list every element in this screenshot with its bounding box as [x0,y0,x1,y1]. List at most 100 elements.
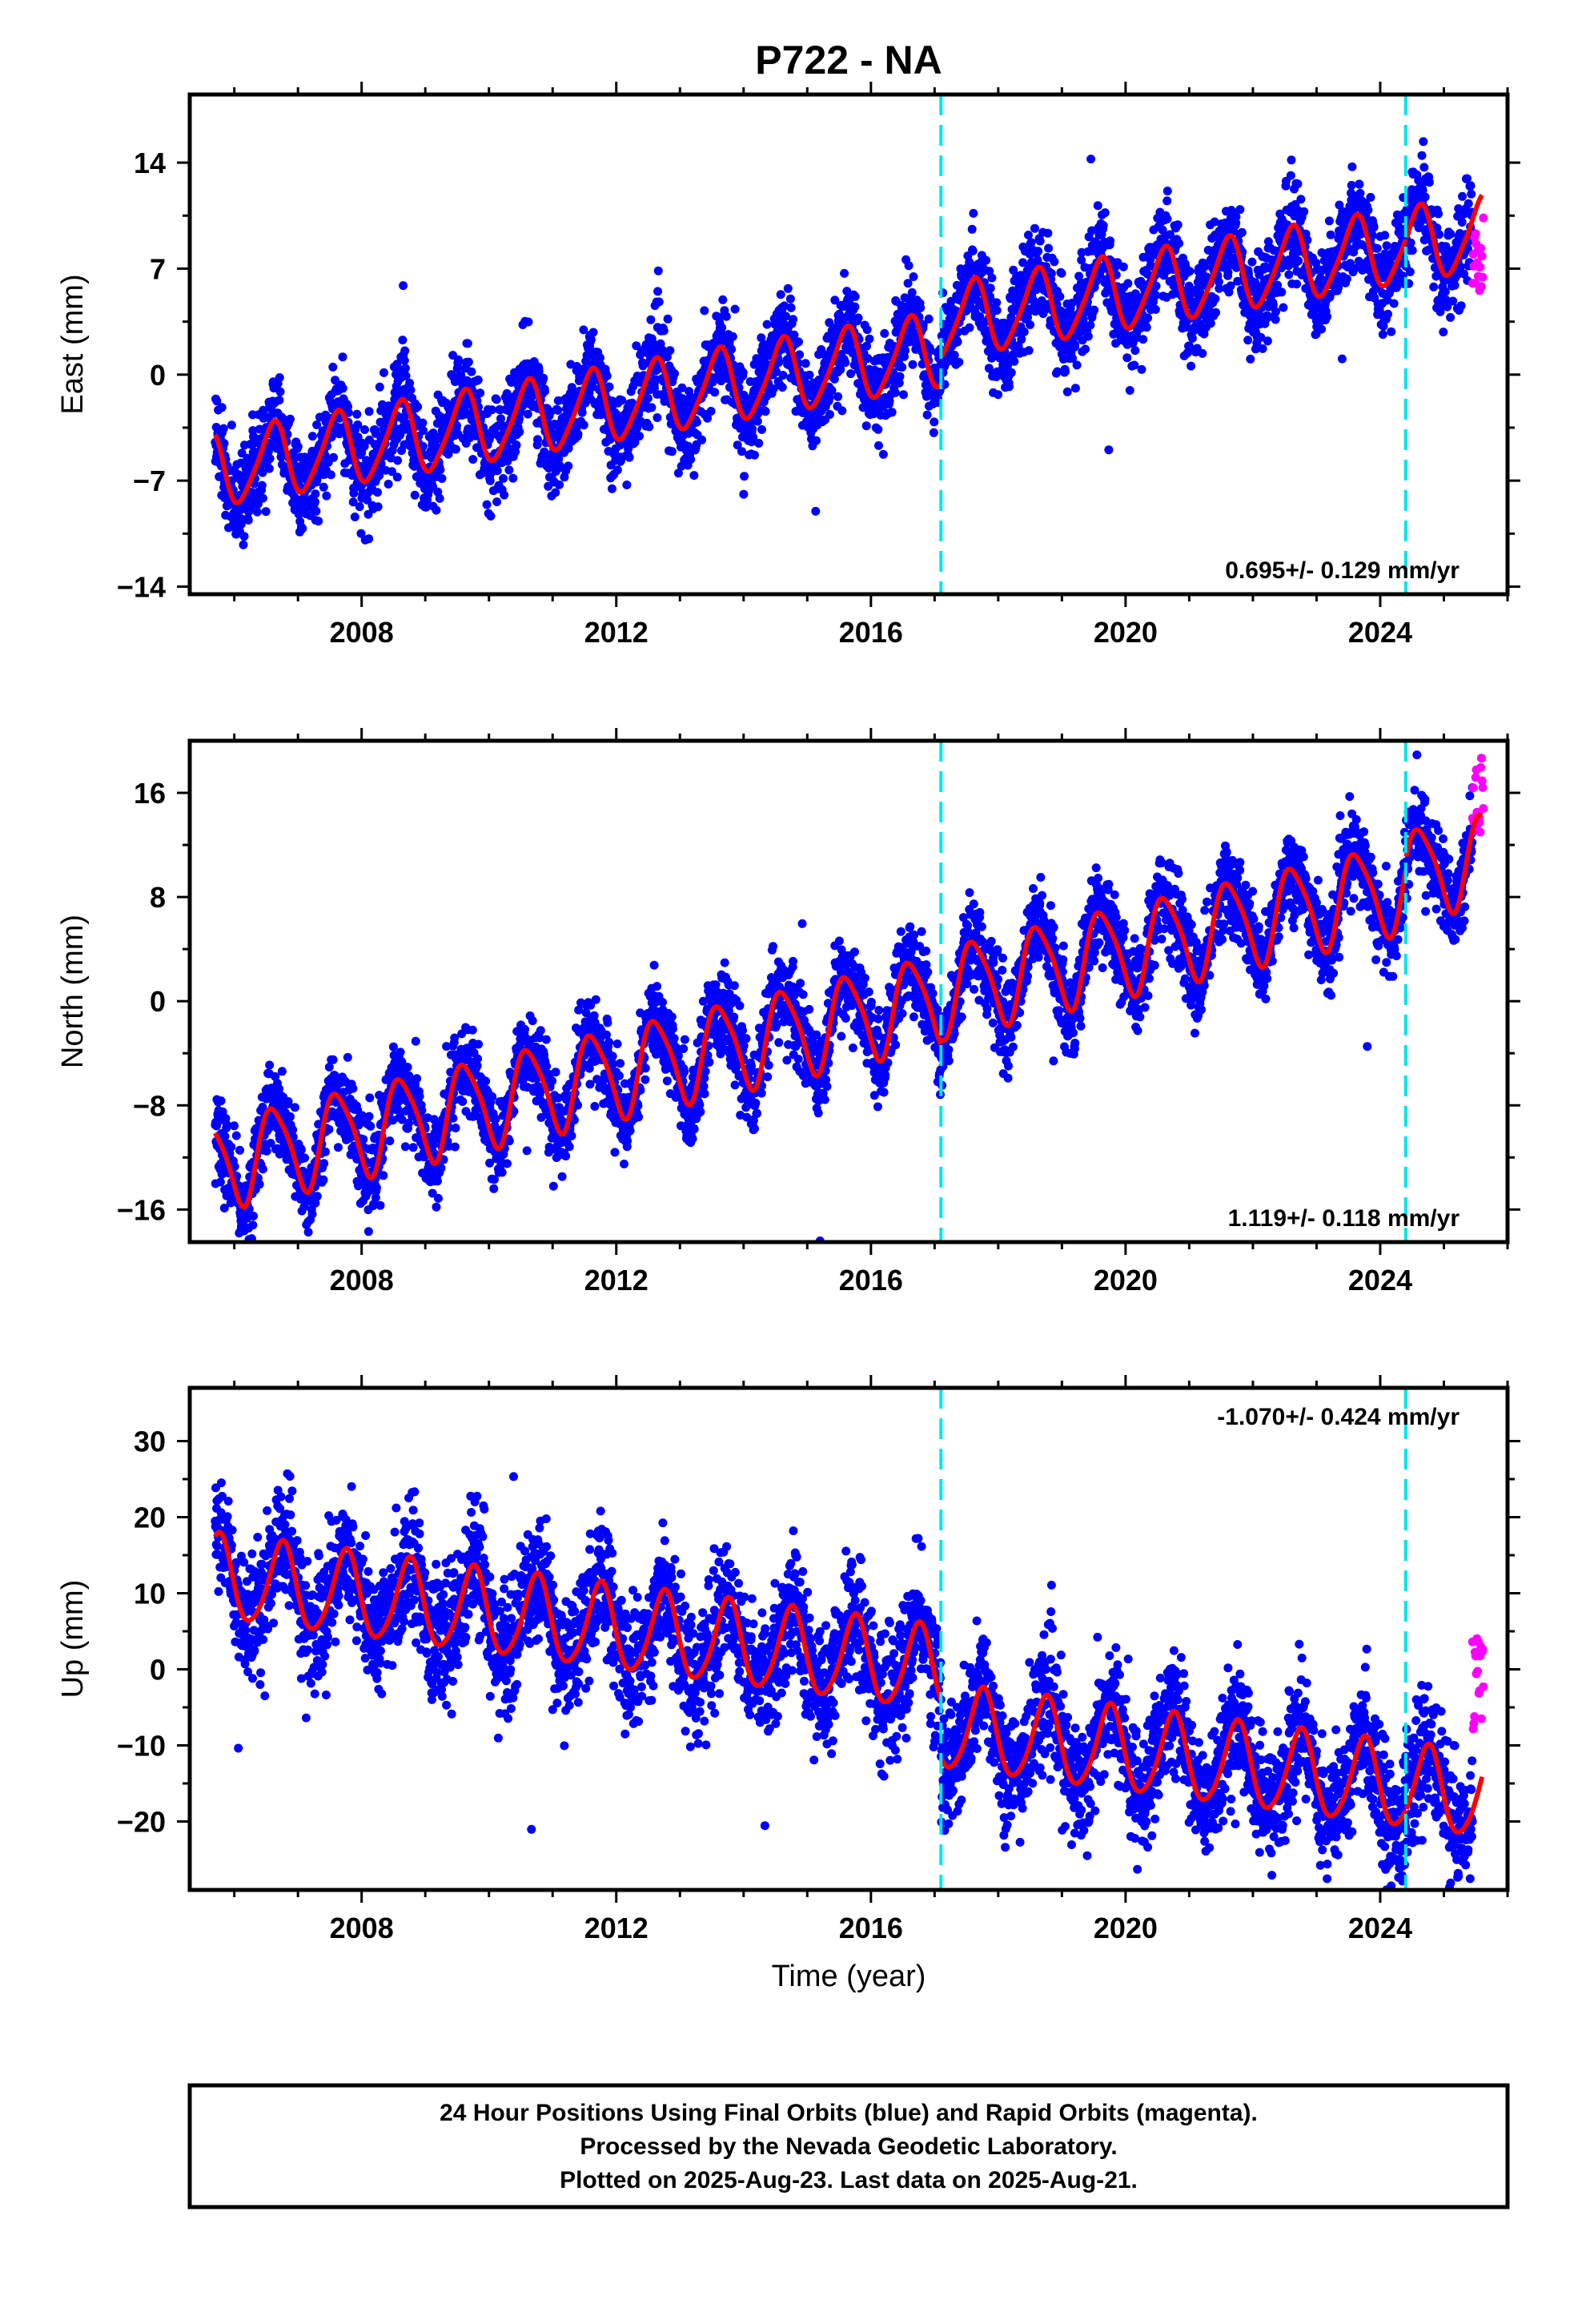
east-final-point [994,390,1003,400]
east-final-point [777,383,787,392]
east-final-point [540,447,549,456]
east-final-point [1355,188,1365,198]
east-final-point [1378,330,1387,340]
east-final-point [473,375,483,384]
chart-title: P722 - NA [755,38,942,82]
east-final-point [1046,269,1056,278]
east-final-point [555,480,564,489]
east-final-point [432,505,441,515]
east-final-point [502,388,512,398]
east-final-point [1237,227,1247,237]
east-final-point [375,471,384,480]
east-final-point [1420,192,1430,202]
east-final-point [1005,382,1014,392]
east-final-point [352,409,362,419]
east-final-point [219,424,228,433]
east-final-point [1395,223,1404,232]
east-final-point [987,273,997,283]
east-final-point [492,395,501,404]
east-final-point [452,421,461,430]
east-final-point [338,384,347,393]
east-final-point [379,368,388,377]
east-final-point [359,441,369,451]
east-final-point [437,474,447,483]
east-final-point [1093,201,1102,211]
east-final-point [1284,270,1294,279]
east-final-point [612,465,622,475]
east-final-point [1464,199,1473,208]
east-final-point [524,317,533,327]
east-final-point [410,490,420,500]
east-final-point [811,506,821,516]
east-final-point [1122,353,1132,363]
east-y-tick-label: 14 [134,147,166,179]
east-final-point [451,444,460,454]
east-final-point [399,281,408,291]
east-final-point [1467,189,1476,199]
east-final-point [1083,332,1093,341]
east-final-point [311,506,321,516]
east-final-point [1055,292,1065,301]
east-final-point [1258,344,1267,353]
east-final-point [486,512,496,521]
east-final-point [643,393,652,403]
east-final-point [212,396,222,406]
east-final-point [1098,221,1108,230]
east-final-point [789,315,797,324]
east-final-point [1363,205,1373,215]
east-final-point [326,470,335,480]
east-final-point [754,439,764,448]
east-final-point [329,452,338,462]
east-final-point [663,314,673,324]
east-final-point [667,447,677,456]
east-final-point [405,378,415,388]
east-final-point [1142,323,1151,332]
east-final-point [551,488,560,497]
east-final-point [289,455,299,464]
east-final-point [954,357,964,367]
east-final-point [373,502,383,512]
east-final-point [1342,274,1351,283]
east-final-point [718,295,728,304]
east-final-point [783,283,793,293]
north-final-point [215,1177,225,1187]
east-final-point [904,261,913,271]
east-final-point [419,426,428,436]
east-final-point [899,390,908,400]
east-x-tick-label: 2024 [1348,616,1412,649]
east-final-point [348,497,358,507]
east-final-point [1405,267,1415,276]
east-final-point [322,491,331,501]
east-final-point [897,363,907,372]
east-final-point [400,356,409,365]
east-final-point [298,524,307,533]
east-final-point [1174,239,1184,248]
north-final-point [286,1112,295,1121]
east-final-point [418,441,428,451]
east-final-point [717,323,727,332]
east-final-point [1299,207,1309,216]
east-final-point [930,417,939,427]
east-final-point [1334,283,1343,292]
east-x-tick-label: 2012 [584,616,648,649]
east-final-point [1150,304,1160,314]
east-final-point [1457,218,1467,227]
east-final-point [890,388,900,397]
east-final-point [1407,246,1417,255]
east-final-point [463,339,472,348]
east-final-point [1072,360,1082,370]
east-final-point [515,427,524,436]
east-final-point [375,382,384,392]
east-final-point [805,370,814,380]
north-final-point [290,1103,299,1112]
east-final-point [1347,180,1356,190]
east-final-point [624,452,634,462]
east-final-point [588,328,598,337]
east-final-point [762,320,772,329]
east-final-point [1162,214,1172,223]
east-final-point [1263,336,1272,346]
east-final-point [992,298,1002,308]
east-final-point [1456,301,1466,311]
